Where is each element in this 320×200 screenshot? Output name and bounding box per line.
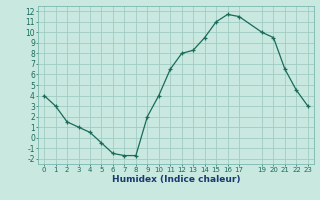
X-axis label: Humidex (Indice chaleur): Humidex (Indice chaleur) — [112, 175, 240, 184]
